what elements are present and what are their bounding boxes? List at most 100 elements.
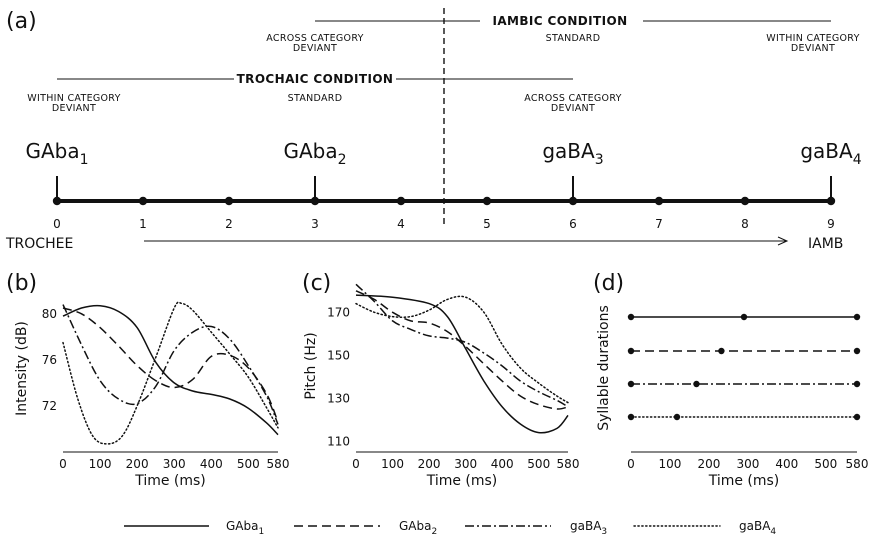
continuum-end-label: IAMB bbox=[808, 236, 843, 252]
iambic-label-1-line1: ACROSS CATEGORY bbox=[266, 33, 363, 44]
continuum-step-label-9: 9 bbox=[827, 217, 835, 231]
legend-label-4: gaBA4 bbox=[739, 519, 776, 537]
trochaic-label-2-line1: STANDARD bbox=[288, 93, 343, 104]
trochaic-label-1-line2: DEVIANT bbox=[52, 103, 96, 114]
trochaic-label-3-line2: DEVIANT bbox=[551, 103, 595, 114]
intensity-ytick-2: 80 bbox=[42, 307, 57, 321]
iambic-condition-label: IAMBIC CONDITION bbox=[492, 14, 627, 28]
durations-boundary-gaBA3-1 bbox=[693, 380, 700, 388]
continuum-step-dot-2 bbox=[224, 196, 234, 206]
trochaic-label-3-line1: ACROSS CATEGORY bbox=[524, 93, 621, 104]
durations-boundary-gaBA4-1 bbox=[673, 413, 681, 421]
iambic-label-3-line2: DEVIANT bbox=[791, 43, 835, 54]
legend: GAba1 GAba2 gaBA3 gaBA4 bbox=[124, 519, 776, 537]
pitch-x-label: Time (ms) bbox=[426, 473, 498, 489]
intensity-xtick-2: 200 bbox=[126, 457, 149, 471]
pitch-series-gaBA3 bbox=[355, 283, 569, 408]
continuum-start-label: TROCHEE bbox=[5, 236, 73, 252]
pitch-xtick-1: 100 bbox=[381, 457, 404, 471]
pitch-xtick-4: 400 bbox=[491, 457, 514, 471]
pitch-series-GAba2 bbox=[355, 290, 569, 410]
iambic-label-1-line2: DEVIANT bbox=[293, 43, 337, 54]
durations-xtick-4: 400 bbox=[775, 457, 798, 471]
pitch-y-label: Pitch (Hz) bbox=[303, 332, 319, 399]
legend-label-1: GAba1 bbox=[226, 519, 264, 537]
durations-xtick-3: 300 bbox=[736, 457, 759, 471]
continuum-step-dot-5 bbox=[482, 196, 492, 206]
intensity-ytick-1: 76 bbox=[42, 353, 57, 367]
intensity-xtick-1: 100 bbox=[89, 457, 112, 471]
continuum-step-label-1: 1 bbox=[139, 217, 147, 231]
durations-boundary-GAba1-2 bbox=[853, 313, 861, 321]
durations-boundary-gaBA3-2 bbox=[853, 380, 861, 388]
pitch-xtick-5: 500 bbox=[527, 457, 550, 471]
durations-y-label: Syllable durations bbox=[596, 305, 612, 431]
panel-a-label: (a) bbox=[6, 9, 37, 34]
durations-boundary-gaBA4-0 bbox=[627, 413, 635, 421]
continuum-step-label-7: 7 bbox=[655, 217, 663, 231]
intensity-ytick-0: 72 bbox=[42, 399, 57, 413]
durations-boundary-GAba2-1 bbox=[718, 347, 725, 355]
continuum-step-dot-8 bbox=[740, 196, 750, 206]
continuum-step-label-2: 2 bbox=[225, 217, 233, 231]
stimulus-1: GAba1 bbox=[25, 139, 88, 168]
plot-pitch: 0 100 200 300 400 500 580 110 130 150 170 Time (ms)… bbox=[303, 283, 580, 489]
iambic-label-2-line1: STANDARD bbox=[546, 33, 601, 44]
durations-xtick-6: 580 bbox=[846, 457, 869, 471]
intensity-series-gaBA3 bbox=[62, 304, 279, 425]
continuum-step-label-3: 3 bbox=[311, 217, 319, 231]
continuum-step-dot-3 bbox=[310, 196, 320, 206]
pitch-ytick-1: 130 bbox=[327, 391, 350, 405]
trochaic-condition-label: TROCHAIC CONDITION bbox=[237, 72, 394, 86]
durations-xtick-1: 100 bbox=[659, 457, 682, 471]
intensity-x-label: Time (ms) bbox=[134, 473, 206, 489]
durations-xtick-2: 200 bbox=[697, 457, 720, 471]
intensity-xtick-6: 580 bbox=[267, 457, 290, 471]
intensity-y-label: Intensity (dB) bbox=[14, 321, 30, 416]
durations-boundary-gaBA3-0 bbox=[627, 380, 635, 388]
continuum-step-label-8: 8 bbox=[741, 217, 749, 231]
continuum-step-dot-0 bbox=[52, 196, 62, 206]
durations-boundary-GAba2-2 bbox=[853, 347, 861, 355]
pitch-xtick-2: 200 bbox=[418, 457, 441, 471]
pitch-xtick-6: 580 bbox=[557, 457, 580, 471]
intensity-xtick-5: 500 bbox=[237, 457, 260, 471]
continuum-step-label-6: 6 bbox=[569, 217, 577, 231]
intensity-xtick-4: 400 bbox=[200, 457, 223, 471]
pitch-ytick-3: 170 bbox=[327, 305, 350, 319]
continuum-step-dot-6 bbox=[568, 196, 578, 206]
intensity-series-GAba2 bbox=[62, 307, 279, 423]
panel-d-label: (d) bbox=[593, 271, 624, 296]
panel-b-label: (b) bbox=[6, 271, 37, 296]
iambic-label-3-line1: WITHIN CATEGORY bbox=[766, 33, 859, 44]
continuum-step-label-0: 0 bbox=[53, 217, 61, 231]
durations-xtick-0: 0 bbox=[627, 457, 635, 471]
continuum-marks: 0 1 2 3 4 5 6 7 8 9 bbox=[52, 176, 836, 231]
durations-x-label: Time (ms) bbox=[708, 473, 780, 489]
intensity-series-GAba1 bbox=[62, 304, 279, 436]
continuum-arrow-head bbox=[777, 236, 789, 246]
continuum-step-label-5: 5 bbox=[483, 217, 491, 231]
pitch-xtick-3: 300 bbox=[454, 457, 477, 471]
panel-c-label: (c) bbox=[302, 271, 331, 296]
pitch-ytick-2: 150 bbox=[327, 348, 350, 362]
stimulus-2: GAba2 bbox=[283, 139, 346, 168]
plot-syllable-durations: 0 100 200 300 400 500 580 Time (ms) Syllable dur… bbox=[596, 305, 868, 489]
pitch-series-GAba1 bbox=[355, 294, 569, 434]
trochaic-label-1-line1: WITHIN CATEGORY bbox=[27, 93, 120, 104]
continuum-step-dot-7 bbox=[654, 196, 664, 206]
continuum-step-dot-4 bbox=[396, 196, 406, 206]
continuum-step-dot-9 bbox=[826, 196, 836, 206]
stimulus-4: gaBA4 bbox=[800, 139, 861, 168]
panel-a: (a) IAMBIC CONDITION TROCHAIC CONDITION … bbox=[5, 8, 862, 252]
intensity-xtick-0: 0 bbox=[59, 457, 67, 471]
stimulus-3: gaBA3 bbox=[542, 139, 603, 168]
legend-label-3: gaBA3 bbox=[570, 519, 607, 537]
continuum-step-dot-1 bbox=[138, 196, 148, 206]
durations-boundary-GAba1-1 bbox=[740, 313, 748, 321]
intensity-series-gaBA4 bbox=[62, 301, 279, 445]
pitch-series-gaBA4 bbox=[355, 295, 569, 404]
durations-xtick-5: 500 bbox=[814, 457, 837, 471]
intensity-xtick-3: 300 bbox=[163, 457, 186, 471]
